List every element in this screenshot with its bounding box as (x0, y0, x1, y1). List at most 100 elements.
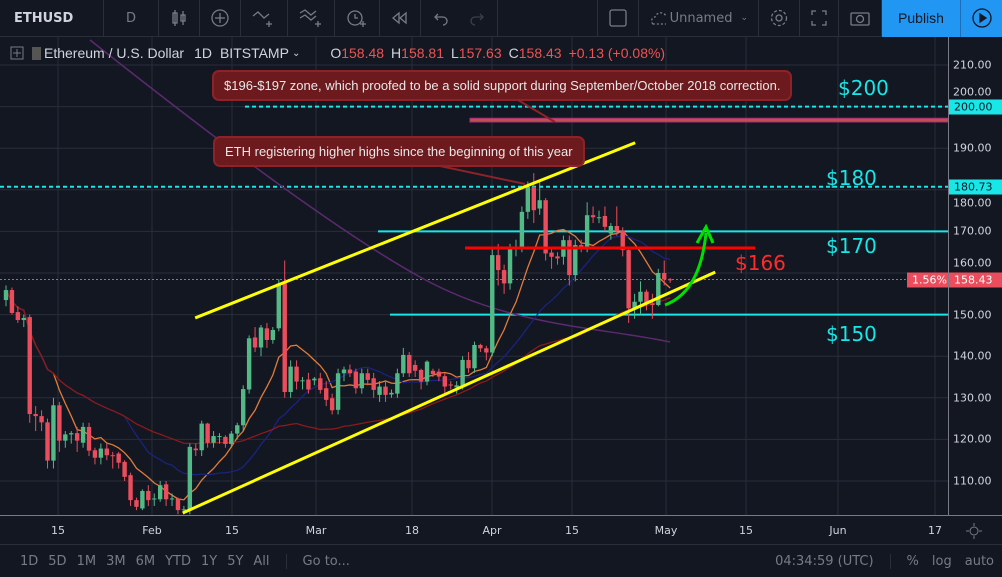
candle-body (211, 436, 216, 443)
candle-body (371, 378, 376, 390)
candle-body (51, 405, 56, 461)
candle-body (86, 426, 92, 451)
low-label: L (451, 45, 459, 61)
candle-body (246, 338, 252, 390)
candle-body (199, 423, 204, 451)
candle-body (531, 186, 536, 211)
range-button-5y[interactable]: 5Y (227, 553, 244, 569)
candle-body (549, 252, 554, 257)
candle-body (80, 426, 86, 443)
range-button-ytd[interactable]: YTD (165, 553, 191, 569)
candle-body (620, 230, 625, 251)
expand-icon[interactable] (10, 46, 24, 60)
price-tag-last: 158.43 (949, 272, 1002, 288)
candle-body (193, 448, 198, 451)
level-label-150: $150 (826, 322, 877, 346)
time-tick-label: 15 (565, 524, 579, 537)
indicator-icon (252, 11, 272, 27)
goto-button[interactable]: Go to... (285, 553, 350, 569)
time-tick-label: May (654, 524, 678, 537)
price-tick-label: 150.00 (953, 308, 992, 322)
range-button-5d[interactable]: 5D (48, 553, 67, 569)
candle-body (448, 384, 453, 386)
candle-body (436, 371, 442, 377)
undo-button[interactable] (421, 0, 459, 37)
open-value: 158.48 (341, 45, 385, 61)
redo-button[interactable] (459, 0, 498, 37)
candle-body (110, 455, 115, 457)
candle-body (9, 290, 15, 313)
range-button-3m[interactable]: 3M (106, 553, 126, 569)
candle-body (318, 378, 323, 390)
stream-button[interactable] (960, 0, 1002, 37)
range-button-1d[interactable]: 1D (20, 553, 39, 569)
chevron-down-icon[interactable]: ⌄ (291, 47, 301, 59)
compare-button[interactable] (200, 0, 241, 37)
moving-average-50 (5, 289, 671, 445)
play-circle-icon (972, 8, 992, 28)
templates-button[interactable] (288, 0, 335, 37)
candle-body (614, 225, 619, 232)
time-tick-label: 18 (405, 524, 419, 537)
candle-body (146, 490, 151, 501)
legend-exchange[interactable]: BITSTAMP (219, 45, 289, 61)
indicators-button[interactable] (241, 0, 288, 37)
percent-toggle[interactable]: % (889, 553, 919, 569)
candle-body (122, 461, 127, 477)
range-button-6m[interactable]: 6M (135, 553, 156, 569)
price-tick-label: 110.00 (953, 474, 992, 488)
candle-body (490, 255, 495, 353)
price-tick-label: 130.00 (953, 391, 992, 405)
settings-button[interactable] (759, 0, 800, 37)
candle-body (282, 283, 287, 392)
price-axis[interactable]: 210.00 200.00 190.00 180.00 170.00 160.00 150.… (907, 37, 1002, 515)
level-label-170: $170 (826, 234, 877, 258)
publish-button[interactable]: Publish (882, 0, 960, 37)
chart-type-button[interactable] (159, 0, 200, 37)
symbol-search-button[interactable]: ETHUSD (0, 0, 104, 37)
settings-sun-icon[interactable] (965, 522, 983, 540)
time-axis[interactable]: 15 Feb 15 Mar 18 Apr 15 May 15 Jun 17 (0, 515, 1002, 545)
candle-body (501, 270, 507, 284)
candle-body (537, 200, 542, 209)
candle-body (329, 398, 335, 411)
candle-body (306, 379, 311, 390)
candle-body (495, 255, 501, 271)
candle-body (602, 216, 608, 227)
replay-button[interactable] (380, 0, 421, 37)
candle-body (484, 348, 489, 353)
log-toggle[interactable]: log (931, 553, 952, 569)
candle-body (401, 354, 406, 374)
candle-body (74, 433, 80, 441)
interval-button[interactable]: D (104, 0, 159, 37)
candle-body (235, 425, 240, 434)
fullscreen-icon (811, 10, 827, 26)
time-tick-label: 17 (928, 524, 942, 537)
candle-body (324, 388, 329, 400)
time-tick-label: 15 (739, 524, 753, 537)
price-tick-label: 190.00 (953, 141, 992, 155)
auto-toggle[interactable]: auto (964, 553, 994, 569)
chevron-down-icon: ⌄ (740, 13, 748, 23)
price-chart[interactable] (0, 37, 948, 515)
range-button-1y[interactable]: 1Y (200, 553, 218, 569)
utc-clock[interactable]: 04:34:59 (UTC) (775, 553, 874, 569)
layout-button[interactable] (597, 0, 639, 37)
layout-name-menu[interactable]: Unnamed ⌄ (639, 0, 759, 37)
bottom-toolbar: 1D 5D 1M 3M 6M YTD 1Y 5Y All Go to... 04:34:59 (… (0, 545, 1002, 577)
candle-body (57, 405, 62, 441)
range-button-1m[interactable]: 1M (76, 553, 97, 569)
candle-body (163, 484, 169, 500)
candle-body (472, 344, 477, 369)
time-tick-label: 15 (51, 524, 65, 537)
snapshot-button[interactable] (839, 0, 882, 37)
alert-button[interactable] (335, 0, 380, 37)
candle-body (294, 366, 299, 382)
range-button-all[interactable]: All (253, 553, 270, 569)
fullscreen-button[interactable] (800, 0, 839, 37)
annotation-support-zone[interactable]: $196-$197 zone, which proofed to be a so… (212, 70, 793, 101)
candle-body (347, 369, 353, 374)
symbol-flag-icon (32, 46, 41, 60)
candle-body (442, 376, 448, 387)
annotation-higher-highs[interactable]: ETH registering higher highs since the b… (213, 136, 585, 167)
